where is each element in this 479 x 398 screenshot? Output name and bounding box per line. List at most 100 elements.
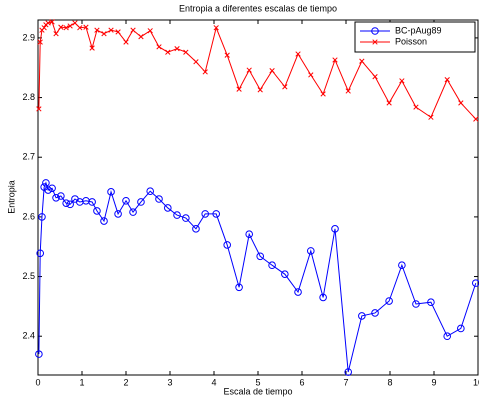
point xyxy=(281,270,289,278)
point xyxy=(371,309,379,317)
point xyxy=(457,324,465,333)
point xyxy=(94,27,100,33)
point xyxy=(72,20,78,26)
point xyxy=(36,249,45,258)
y-tick-label: 2.8 xyxy=(22,92,35,102)
point xyxy=(114,210,122,218)
point xyxy=(130,27,136,33)
point xyxy=(88,198,96,206)
point xyxy=(372,74,378,80)
point xyxy=(93,207,101,215)
point xyxy=(137,198,145,206)
point xyxy=(147,28,153,34)
point xyxy=(45,20,51,26)
point xyxy=(44,186,52,194)
y-tick-label: 2.9 xyxy=(22,32,35,42)
point xyxy=(183,49,189,55)
point xyxy=(83,24,89,30)
point xyxy=(192,225,200,233)
legend xyxy=(354,21,476,53)
point xyxy=(138,34,144,40)
point xyxy=(57,192,65,200)
point xyxy=(108,27,114,33)
point xyxy=(223,241,231,249)
x-tick-label: 10 xyxy=(473,377,479,387)
point xyxy=(100,217,108,225)
point xyxy=(358,312,366,320)
point xyxy=(212,210,220,218)
point xyxy=(319,293,327,302)
point xyxy=(332,57,338,63)
point xyxy=(307,247,315,255)
point xyxy=(66,200,74,209)
point xyxy=(52,193,60,202)
point xyxy=(173,211,181,219)
point xyxy=(53,31,59,37)
y-tick-label: 2.6 xyxy=(22,211,35,221)
point xyxy=(413,104,419,110)
point xyxy=(156,44,162,50)
point xyxy=(174,45,180,52)
point xyxy=(245,230,253,238)
point xyxy=(256,252,265,261)
point xyxy=(49,19,55,25)
x-tick-label: 2 xyxy=(123,377,128,387)
point xyxy=(35,350,43,358)
point xyxy=(294,288,302,296)
point xyxy=(246,67,252,73)
x-axis-label: Escala de tiempo xyxy=(223,386,292,396)
point xyxy=(428,114,434,120)
point xyxy=(331,225,339,233)
point xyxy=(472,279,479,287)
point xyxy=(444,77,450,83)
point xyxy=(385,297,393,305)
point xyxy=(123,39,129,45)
point xyxy=(122,196,130,205)
point xyxy=(201,210,209,218)
point xyxy=(107,188,115,196)
point xyxy=(257,87,263,93)
y-tick-label: 2.7 xyxy=(22,152,35,162)
point xyxy=(77,25,83,31)
point xyxy=(320,91,326,97)
point xyxy=(344,368,353,376)
point xyxy=(165,49,171,55)
series-line xyxy=(38,21,477,120)
point xyxy=(308,72,314,78)
point xyxy=(115,29,121,35)
point xyxy=(295,51,301,57)
point xyxy=(62,199,70,207)
point xyxy=(38,213,46,221)
point xyxy=(443,332,452,341)
point xyxy=(398,261,406,270)
y-axis-label: Entropia xyxy=(6,180,16,214)
point xyxy=(58,24,64,30)
point xyxy=(155,195,163,203)
point xyxy=(399,78,405,84)
point xyxy=(42,179,50,187)
point xyxy=(213,25,219,31)
point xyxy=(268,261,276,270)
point xyxy=(67,23,73,29)
point xyxy=(129,208,137,216)
legend-marker xyxy=(371,27,379,35)
series-line xyxy=(38,181,477,373)
x-tick-label: 9 xyxy=(431,377,436,387)
point xyxy=(345,88,351,94)
x-tick-label: 8 xyxy=(387,377,392,387)
point xyxy=(193,59,199,65)
point xyxy=(182,214,190,222)
point xyxy=(473,116,479,122)
point xyxy=(36,106,42,112)
point xyxy=(146,187,154,196)
point xyxy=(282,84,288,90)
point xyxy=(458,100,464,106)
point xyxy=(41,25,47,31)
x-tick-label: 5 xyxy=(255,377,260,387)
point xyxy=(37,39,43,45)
point xyxy=(359,58,365,64)
point xyxy=(224,52,230,58)
point xyxy=(269,68,275,74)
